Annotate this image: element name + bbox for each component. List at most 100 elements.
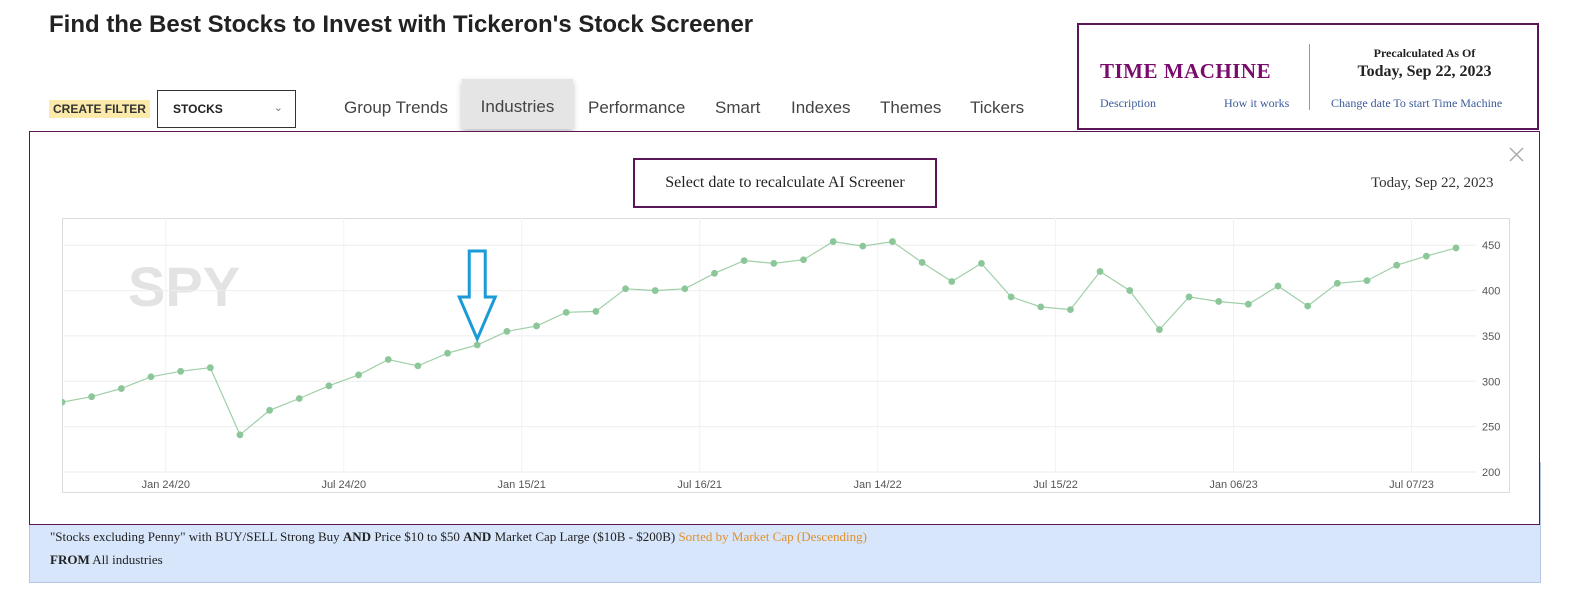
data-point[interactable] [1096,268,1104,275]
data-point[interactable] [622,285,629,293]
time-machine-title: TIME MACHINE [1100,59,1272,83]
series-line [62,240,1457,436]
tab-performance[interactable]: Performance [588,98,686,117]
data-point[interactable] [1244,300,1252,308]
data-point[interactable] [1126,287,1134,294]
data-point[interactable] [1422,252,1430,260]
tab-themes[interactable]: Themes [880,98,942,117]
x-axis-ticks: Jan 24/20 Jul 24/20 Jan 15/21 Jul 16/21 Jan … [142,479,1434,491]
y-axis-ticks: 200 250 300 350 400 450 [1482,240,1500,479]
data-point[interactable] [177,367,185,375]
x-tick-label: Jul 07/23 [1389,479,1434,491]
from-keyword: FROM [50,552,90,567]
data-point[interactable] [859,242,867,250]
recalculate-modal: Select date to recalculate AI Screener T… [29,131,1540,525]
description-link[interactable]: Description [1100,96,1156,110]
data-point[interactable] [1363,277,1371,284]
data-point[interactable] [236,431,244,439]
tab-tickers[interactable]: Tickers [970,98,1025,117]
modal-heading: Select date to recalculate AI Screener [633,158,937,208]
chart-grid [62,218,1476,473]
y-tick-label: 250 [1482,422,1500,434]
data-point[interactable] [147,373,155,381]
divider [1309,44,1310,110]
data-point[interactable] [62,398,66,406]
x-tick-label: Jan 24/20 [142,479,190,491]
change-date-link[interactable]: Change date To start Time Machine [1331,96,1503,110]
data-point[interactable] [384,356,392,363]
down-arrow-icon [456,249,498,343]
data-point[interactable] [533,322,540,330]
data-point[interactable] [1007,293,1015,301]
data-point[interactable] [1333,279,1341,287]
x-tick-label: Jul 24/20 [321,479,366,491]
data-point[interactable] [829,238,837,245]
data-point[interactable] [978,259,985,267]
spy-price-chart[interactable]: SPY 200 250 300 350 400 450 Jan 24/20 Jul 24/2… [62,218,1510,494]
x-tick-label: Jan 15/21 [498,479,546,491]
data-point[interactable] [1215,298,1223,305]
tab-smart[interactable]: Smart [715,98,761,117]
y-tick-label: 400 [1482,286,1500,298]
data-point[interactable] [117,385,125,392]
data-point[interactable] [948,278,956,285]
data-point[interactable] [770,259,778,267]
page-title: Find the Best Stocks to Invest with Tick… [49,11,754,38]
tab-industries[interactable]: Industries [462,79,573,129]
data-point[interactable] [414,362,422,370]
create-filter-button[interactable]: CREATE FILTER [49,100,150,118]
data-point[interactable] [1452,244,1460,252]
data-point[interactable] [355,371,362,379]
close-icon[interactable] [1508,146,1525,163]
modal-current-date: Today, Sep 22, 2023 [1371,175,1494,191]
data-point[interactable] [266,406,274,414]
data-point[interactable] [651,287,659,294]
data-point[interactable] [88,393,96,401]
chart-frame [62,218,1510,493]
data-point[interactable] [503,327,511,335]
data-point[interactable] [1067,306,1074,314]
tab-indexes[interactable]: Indexes [791,98,851,117]
y-tick-label: 300 [1482,376,1500,388]
tab-group-trends[interactable]: Group Trends [344,98,448,117]
data-point[interactable] [1304,302,1312,310]
data-point[interactable] [1037,303,1045,311]
data-point[interactable] [800,256,807,264]
data-point[interactable] [206,364,214,372]
data-point[interactable] [444,349,451,357]
y-tick-label: 350 [1482,331,1500,343]
data-point[interactable] [592,308,600,315]
filter-summary-from: FROM All industries [50,552,163,568]
data-point[interactable] [325,382,333,390]
down-arrow-shape [456,249,498,343]
data-point[interactable] [889,238,896,245]
data-point[interactable] [740,257,748,265]
stocks-select[interactable]: STOCKS ⌄ [157,90,296,128]
stocks-select-value: STOCKS [173,102,223,116]
y-tick-label: 200 [1482,467,1500,479]
data-point[interactable] [1393,261,1401,269]
how-it-works-link[interactable]: How it works [1224,96,1290,110]
data-point[interactable] [1156,326,1163,333]
criteria-text: "Stocks excluding Penny" with BUY/SELL S… [50,529,343,544]
criteria-text: Price $10 to $50 [371,529,464,544]
time-machine-panel: TIME MACHINE Description How it works Pr… [1077,23,1539,130]
chart-watermark: SPY [128,255,240,318]
criteria-text: Market Cap Large ($10B - $200B) [491,529,679,544]
data-point[interactable] [1185,293,1193,301]
data-point[interactable] [681,285,689,293]
and-keyword: AND [463,529,492,544]
x-tick-label: Jul 16/21 [677,479,722,491]
data-point[interactable] [711,269,718,277]
sorted-by-text: Sorted by Market Cap (Descending) [678,529,867,544]
chevron-down-icon: ⌄ [273,102,283,114]
data-point[interactable] [918,259,926,266]
data-point[interactable] [295,395,303,402]
x-tick-label: Jan 14/22 [853,479,901,491]
data-point[interactable] [1274,282,1282,290]
filter-summary-criteria: "Stocks excluding Penny" with BUY/SELL S… [50,529,867,545]
data-point[interactable] [473,341,481,349]
series-points[interactable] [62,238,1460,439]
precalculated-label: Precalculated As Of [1373,46,1476,60]
data-point[interactable] [562,308,570,316]
